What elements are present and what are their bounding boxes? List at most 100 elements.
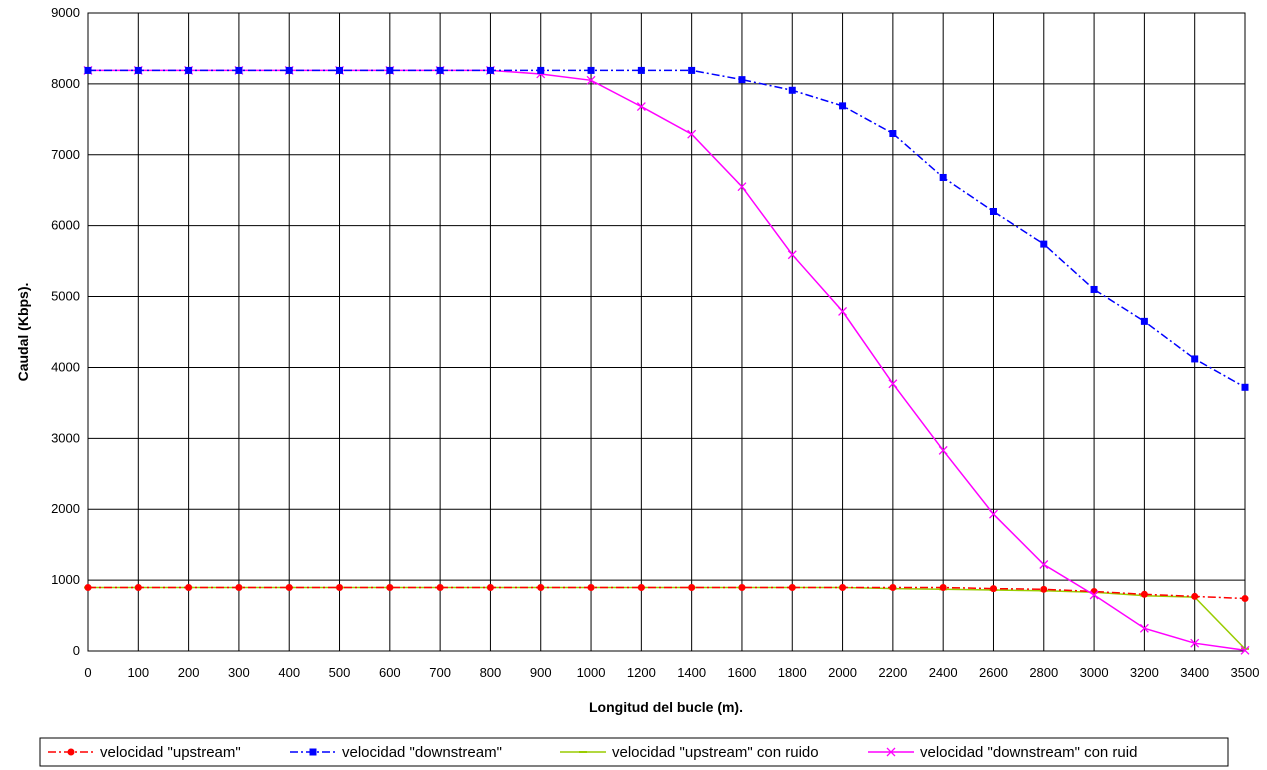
- data-point: [537, 583, 545, 591]
- x-tick-label: 2600: [979, 665, 1008, 680]
- data-point: [235, 66, 243, 74]
- y-tick-label: 1000: [51, 572, 80, 587]
- data-point: [939, 173, 947, 181]
- legend-box: [39, 737, 1229, 767]
- legend-label: velocidad "upstream" con ruido: [612, 744, 819, 761]
- x-tick-label: 3200: [1130, 665, 1159, 680]
- data-point: [737, 182, 747, 192]
- data-point: [386, 583, 394, 591]
- data-point: [1040, 585, 1048, 593]
- data-point: [839, 583, 847, 591]
- x-tick-label: 800: [480, 665, 502, 680]
- data-point: [586, 75, 596, 85]
- data-point: [185, 583, 193, 591]
- data-point: [938, 445, 948, 455]
- data-point: [587, 583, 595, 591]
- data-point: [788, 583, 796, 591]
- series-line: [88, 69, 1246, 388]
- data-point: [1089, 590, 1099, 600]
- data-point: [688, 66, 696, 74]
- y-tick-label: 3000: [51, 430, 80, 445]
- data-point: [486, 583, 494, 591]
- x-tick-label: 700: [429, 665, 451, 680]
- x-tick-label: 200: [178, 665, 200, 680]
- data-point: [285, 583, 293, 591]
- data-point: [637, 583, 645, 591]
- data-point: [1140, 317, 1148, 325]
- data-point: [336, 583, 344, 591]
- x-axis-title: Longitud del bucle (m).: [589, 699, 743, 715]
- data-point: [688, 583, 696, 591]
- y-tick-label: 0: [73, 643, 80, 658]
- data-point: [185, 66, 193, 74]
- y-tick-label: 2000: [51, 501, 80, 516]
- data-point: [1140, 590, 1148, 598]
- legend-marker: [67, 748, 75, 756]
- data-point: [636, 102, 646, 112]
- data-point: [285, 66, 293, 74]
- x-tick-label: 3000: [1080, 665, 1109, 680]
- y-tick-label: 4000: [51, 359, 80, 374]
- legend-marker: [886, 747, 896, 757]
- data-point: [1241, 383, 1249, 391]
- data-point: [386, 66, 394, 74]
- x-tick-label: 3500: [1231, 665, 1260, 680]
- y-tick-label: 5000: [51, 289, 80, 304]
- x-tick-label: 2200: [878, 665, 907, 680]
- data-point: [788, 86, 796, 94]
- data-point: [1139, 623, 1149, 633]
- data-point: [134, 66, 142, 74]
- x-tick-label: 0: [84, 665, 91, 680]
- x-tick-label: 500: [329, 665, 351, 680]
- data-point: [637, 66, 645, 74]
- data-point: [1040, 240, 1048, 248]
- plot-area: [87, 12, 1246, 652]
- legend: velocidad "upstream" velocidad "downstrea…: [39, 737, 1229, 767]
- data-point: [134, 583, 142, 591]
- data-point: [235, 583, 243, 591]
- series-2: [84, 66, 1249, 391]
- data-point: [838, 306, 848, 316]
- y-tick-label: 6000: [51, 218, 80, 233]
- x-tick-label: 1600: [727, 665, 756, 680]
- y-tick-label: 8000: [51, 76, 80, 91]
- data-point: [687, 129, 697, 139]
- data-point: [84, 583, 92, 591]
- series-line: [88, 586, 1246, 600]
- data-point: [1241, 595, 1249, 603]
- data-point: [537, 66, 545, 74]
- legend-label: velocidad "upstream": [100, 744, 241, 761]
- data-point: [787, 250, 797, 260]
- x-tick-label: 900: [530, 665, 552, 680]
- x-tick-label: 1400: [677, 665, 706, 680]
- x-tick-label: 3400: [1180, 665, 1209, 680]
- x-tick-label: 100: [127, 665, 149, 680]
- data-point: [436, 66, 444, 74]
- data-point: [1191, 592, 1199, 600]
- data-point: [1039, 560, 1049, 569]
- y-tick-label: 9000: [51, 5, 80, 20]
- data-point: [587, 66, 595, 74]
- grid: [87, 12, 1246, 652]
- x-tick-label: 1200: [627, 665, 656, 680]
- x-tick-label: 2400: [929, 665, 958, 680]
- data-point: [336, 66, 344, 74]
- legend-marker: [309, 748, 317, 756]
- y-tick-labels: 0 1000 2000 3000 4000 5000 6000 7000 8000 9000: [51, 5, 80, 658]
- data-point: [888, 379, 898, 389]
- data-point: [839, 102, 847, 110]
- data-point: [1240, 645, 1250, 655]
- data-point: [1190, 638, 1200, 648]
- data-point: [889, 583, 897, 591]
- data-point: [1090, 285, 1098, 293]
- data-point: [486, 66, 494, 74]
- legend-label: velocidad "downstream": [342, 744, 502, 761]
- x-tick-label: 1000: [577, 665, 606, 680]
- x-tick-label: 1800: [778, 665, 807, 680]
- y-axis-title: Caudal (Kbps).: [15, 283, 31, 382]
- data-point: [989, 509, 998, 519]
- data-point: [889, 130, 897, 138]
- data-point: [989, 585, 997, 593]
- series-layer: [83, 65, 1250, 655]
